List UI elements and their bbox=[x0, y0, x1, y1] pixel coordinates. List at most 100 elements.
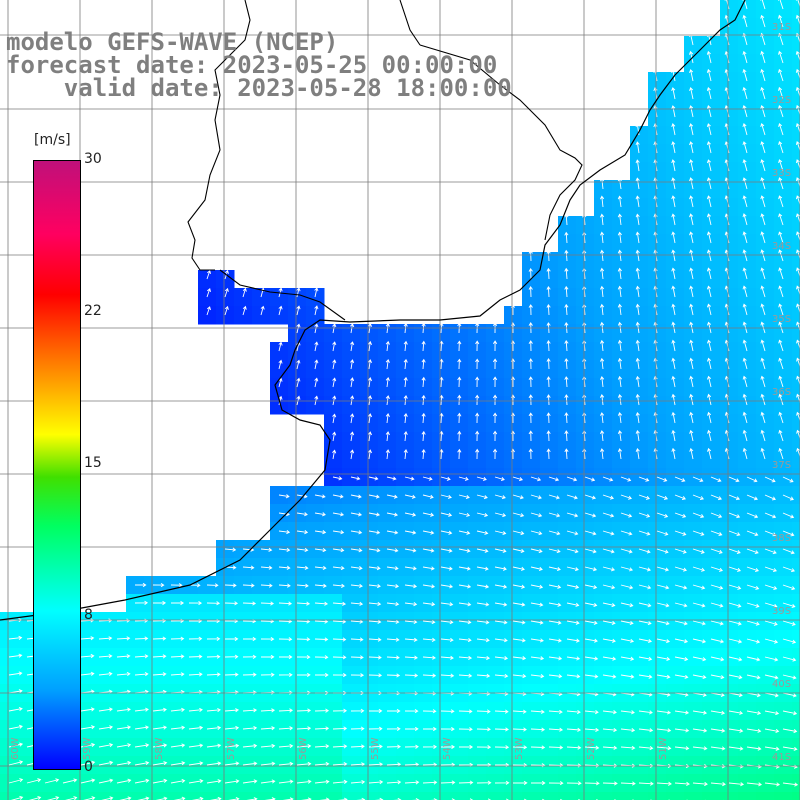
wind-arrow bbox=[692, 512, 705, 518]
wind-arrow bbox=[778, 393, 784, 406]
wind-cell bbox=[612, 450, 631, 469]
wind-cell bbox=[702, 162, 721, 181]
wind-cell bbox=[594, 288, 613, 307]
wind-cell bbox=[288, 378, 307, 397]
wind-cell bbox=[756, 432, 775, 451]
wind-arrow bbox=[422, 744, 438, 749]
wind-cell bbox=[684, 36, 703, 55]
wind-arrow bbox=[795, 122, 800, 134]
wind-arrow bbox=[635, 357, 640, 370]
wind-arrow bbox=[530, 566, 543, 572]
wind-cell bbox=[468, 450, 487, 469]
wind-arrow bbox=[512, 656, 527, 661]
wind-arrow bbox=[584, 548, 597, 554]
wind-arrow bbox=[584, 494, 597, 500]
wind-cell bbox=[774, 108, 793, 127]
wind-arrow bbox=[782, 584, 796, 591]
wind-arrow bbox=[242, 583, 255, 588]
wind-cell bbox=[558, 288, 577, 307]
wind-arrow bbox=[548, 476, 560, 482]
wind-arrow bbox=[206, 287, 211, 298]
wind-arrow bbox=[692, 781, 708, 787]
wind-arrow bbox=[83, 796, 96, 800]
wind-arrow bbox=[566, 566, 579, 572]
wind-cell bbox=[684, 144, 703, 163]
wind-cell bbox=[486, 360, 505, 379]
wind-arrow bbox=[314, 708, 330, 713]
wind-arrow bbox=[440, 655, 454, 660]
wind-arrow bbox=[584, 674, 599, 679]
wind-arrow bbox=[206, 725, 222, 730]
wind-arrow bbox=[602, 602, 616, 608]
wind-arrow bbox=[260, 601, 275, 606]
wind-arrow bbox=[385, 376, 390, 388]
wind-cell bbox=[792, 756, 800, 775]
wind-arrow bbox=[512, 780, 528, 785]
wind-arrow bbox=[530, 638, 544, 643]
wind-arrow bbox=[492, 340, 498, 352]
wind-arrow bbox=[170, 743, 186, 748]
wind-arrow bbox=[80, 725, 96, 730]
wind-arrow bbox=[692, 530, 705, 536]
wind-arrow bbox=[692, 674, 707, 680]
wind-arrow bbox=[564, 448, 569, 460]
wind-cell bbox=[594, 324, 613, 343]
wind-arrow bbox=[584, 638, 598, 643]
wind-arrow bbox=[688, 50, 694, 64]
wind-cell bbox=[666, 162, 685, 181]
wind-arrow bbox=[505, 798, 509, 800]
wind-arrow bbox=[368, 548, 381, 553]
wind-arrow bbox=[564, 285, 569, 298]
wind-arrow bbox=[422, 780, 438, 785]
wind-arrow bbox=[584, 781, 600, 786]
wind-cell bbox=[738, 432, 757, 451]
wind-arrow bbox=[170, 725, 186, 730]
wind-cell bbox=[612, 180, 631, 199]
wind-arrow bbox=[564, 213, 569, 226]
wind-cell bbox=[774, 198, 793, 217]
wind-arrow bbox=[795, 159, 800, 170]
wind-cell bbox=[630, 432, 649, 451]
wind-arrow bbox=[528, 285, 533, 298]
wind-cell bbox=[756, 252, 775, 271]
wind-arrow bbox=[457, 412, 462, 424]
wind-cell bbox=[792, 666, 800, 685]
wind-arrow bbox=[368, 655, 382, 660]
wind-cell bbox=[792, 432, 800, 451]
wind-cell bbox=[792, 18, 800, 37]
wind-cell bbox=[414, 342, 433, 361]
wind-cell bbox=[792, 216, 800, 235]
wind-cell bbox=[756, 180, 775, 199]
wind-cell bbox=[648, 180, 667, 199]
wind-arrow bbox=[671, 285, 676, 298]
wind-arrow bbox=[671, 267, 676, 280]
wind-arrow bbox=[98, 618, 113, 623]
wind-arrow bbox=[332, 762, 348, 767]
wind-arrow bbox=[404, 584, 418, 589]
wind-arrow bbox=[602, 656, 617, 661]
wind-arrow bbox=[242, 779, 258, 784]
wind-arrow bbox=[635, 195, 640, 208]
wind-cell bbox=[684, 252, 703, 271]
wind-arrow bbox=[296, 726, 312, 731]
wind-arrow bbox=[564, 267, 569, 280]
wind-arrow bbox=[385, 395, 390, 406]
wind-cell bbox=[774, 180, 793, 199]
wind-cell bbox=[648, 378, 667, 397]
wind-arrow bbox=[98, 654, 113, 659]
wind-arrow bbox=[332, 601, 347, 606]
wind-arrow bbox=[620, 710, 635, 715]
wind-arrow bbox=[796, 411, 800, 422]
wind-cell bbox=[630, 180, 649, 199]
wind-arrow bbox=[617, 393, 623, 406]
wind-cell bbox=[504, 792, 523, 800]
wind-arrow bbox=[422, 637, 436, 642]
wind-arrow bbox=[421, 358, 426, 370]
wind-arrow bbox=[296, 583, 309, 588]
wind-arrow bbox=[599, 231, 605, 244]
wind-arrow bbox=[796, 249, 800, 260]
wind-cell bbox=[792, 90, 800, 109]
wind-arrow bbox=[422, 619, 436, 625]
wind-cell bbox=[324, 342, 343, 361]
